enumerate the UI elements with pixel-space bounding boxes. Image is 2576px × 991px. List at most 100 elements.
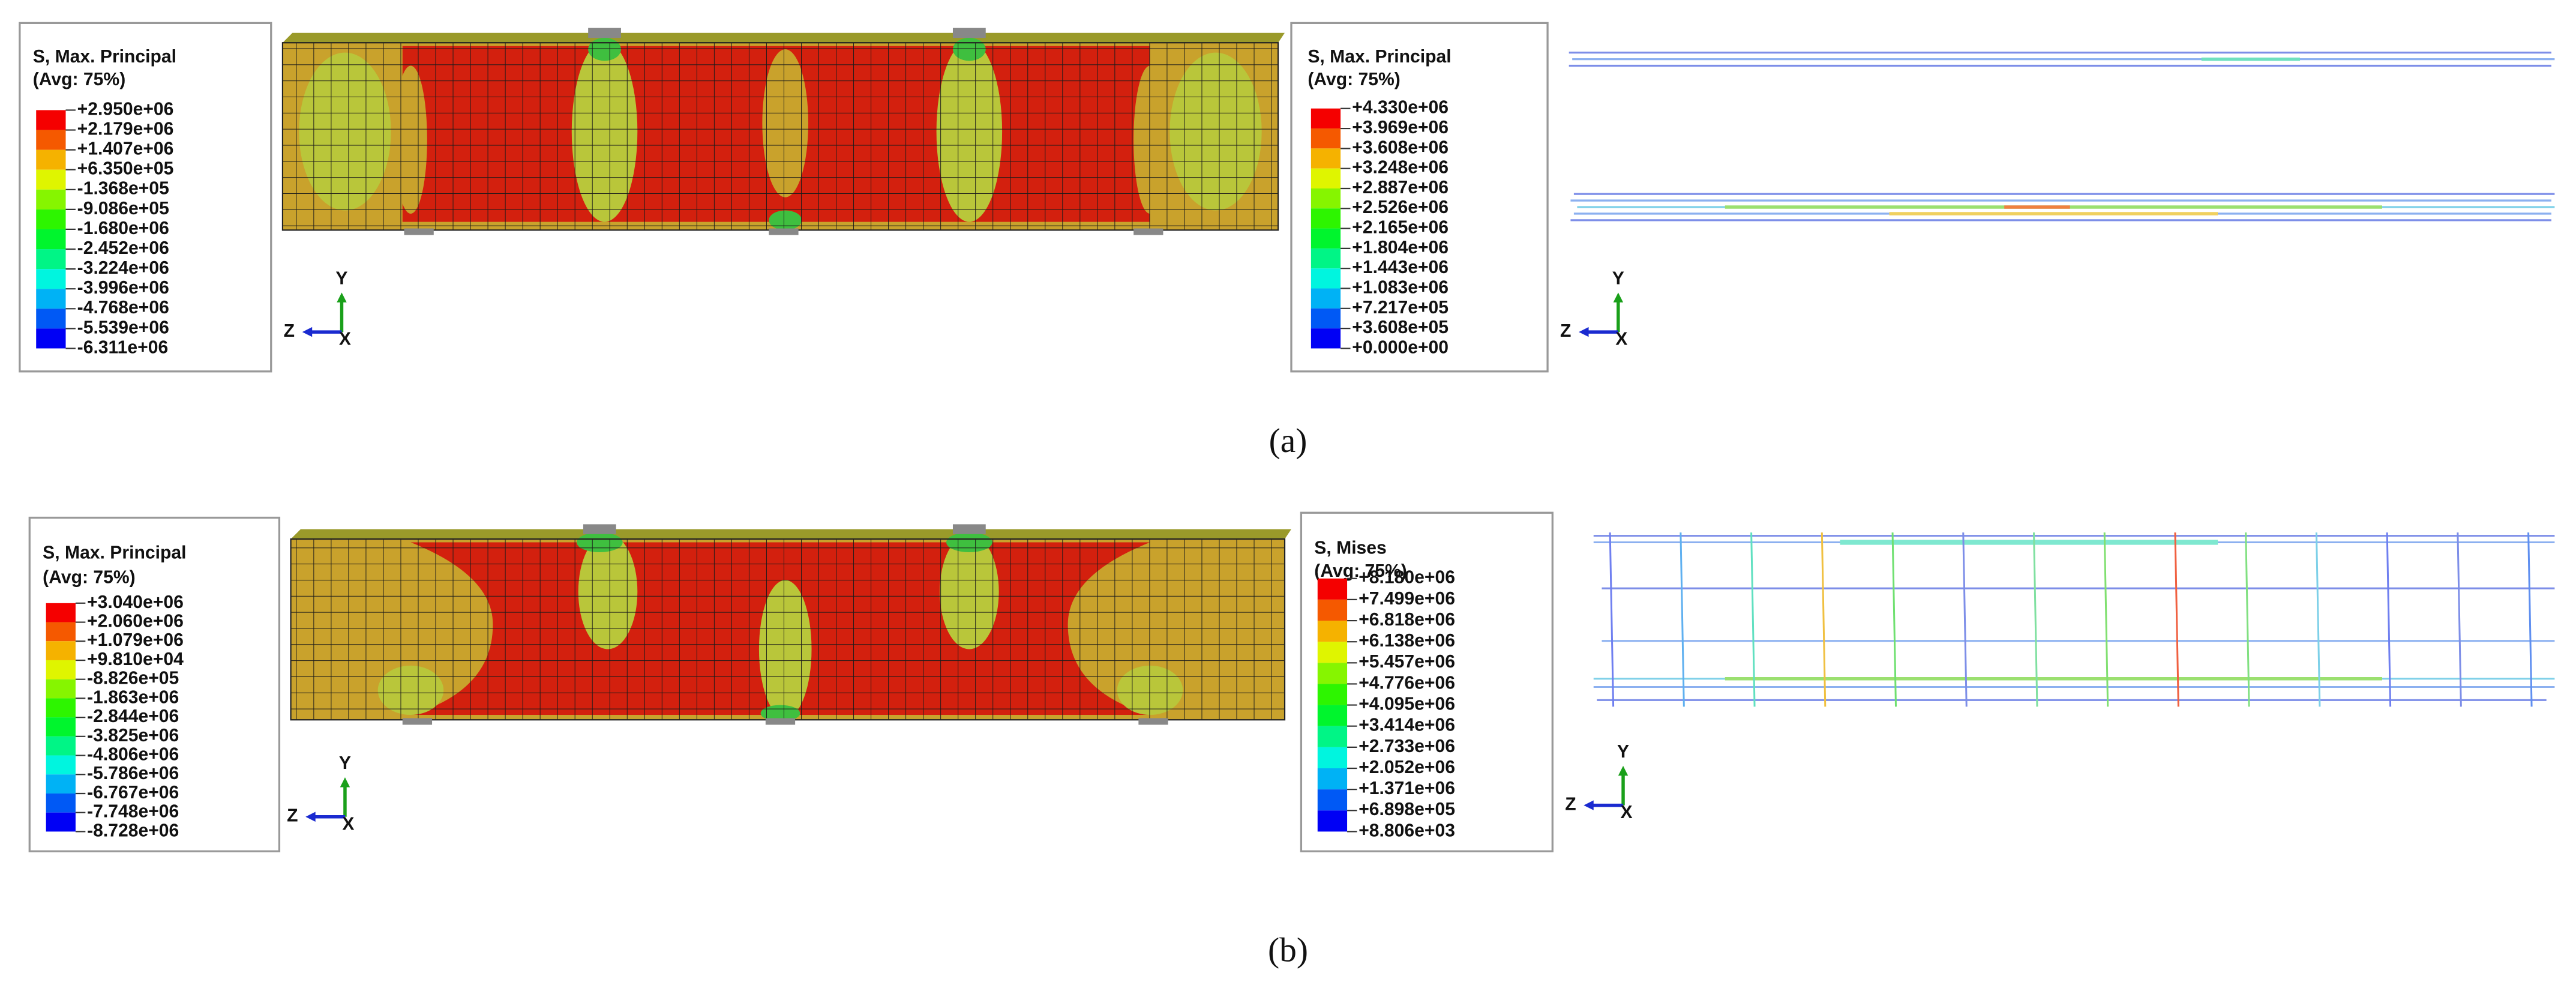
- legend-swatch: [1311, 188, 1341, 209]
- legend-swatch: [36, 169, 66, 190]
- legend-label: +1.371e+06: [1359, 779, 1455, 798]
- legend-label: +2.887e+06: [1352, 178, 1449, 197]
- legend-subtitle: (Avg: 75%): [33, 70, 125, 89]
- legend-swatch: [36, 309, 66, 329]
- legend-swatch: [1317, 810, 1348, 832]
- axis-y-head: [340, 777, 350, 788]
- beam-contour-a: [281, 28, 1285, 235]
- legend-label: +2.052e+06: [1359, 758, 1455, 777]
- legend-label: +9.810e+04: [87, 649, 184, 669]
- stirrup: [2032, 532, 2038, 707]
- legend-label: +1.804e+06: [1352, 238, 1449, 258]
- legend-swatch: [46, 774, 76, 794]
- legend-title: S, Max. Principal: [43, 543, 186, 563]
- legend-subtitle: (Avg: 75%): [43, 568, 135, 588]
- legend-title: S, Max. Principal: [33, 47, 176, 67]
- legend-swatch: [46, 679, 76, 699]
- beam-contour-b: [290, 524, 1291, 725]
- legend-label: +0.000e+00: [1352, 337, 1449, 357]
- legend-label: +3.969e+06: [1352, 118, 1449, 137]
- axis-z-label: Z: [287, 806, 298, 826]
- legend-swatch: [36, 110, 66, 130]
- stirrup: [2386, 532, 2392, 707]
- legend-label: +7.499e+06: [1359, 589, 1455, 609]
- legend-swatch: [1317, 663, 1348, 684]
- stirrup: [2103, 532, 2109, 707]
- stirrup: [1891, 532, 1897, 707]
- caption: (a): [1269, 422, 1308, 460]
- legend-swatch: [46, 603, 76, 622]
- legend-label: +4.330e+06: [1352, 98, 1449, 118]
- rebar-cage-b: [1593, 532, 2555, 707]
- axis-z-label: Z: [284, 321, 295, 341]
- legend-swatch: [36, 189, 66, 209]
- stirrup: [2315, 532, 2321, 707]
- legend-swatch: [1311, 208, 1341, 229]
- legend-swatch: [46, 812, 76, 832]
- legend-swatch: [46, 736, 76, 756]
- axis-y-head: [1618, 765, 1629, 776]
- legend-label: +1.083e+06: [1352, 277, 1449, 297]
- legend-swatch: [1317, 705, 1348, 726]
- legend-swatch: [36, 209, 66, 229]
- legend-label: -2.452e+06: [77, 238, 169, 258]
- legend-swatch: [46, 641, 76, 660]
- legend-swatch: [1311, 288, 1341, 309]
- legend-label: -9.086e+05: [77, 199, 169, 218]
- legend-swatch: [1317, 578, 1348, 600]
- legend-label: +1.443e+06: [1352, 258, 1449, 277]
- axis-x-label: X: [339, 330, 351, 349]
- legend-label: +3.040e+06: [87, 592, 184, 612]
- legend-label: +3.608e+06: [1352, 137, 1449, 157]
- axis-z-head: [302, 327, 313, 337]
- axis-y-label: Y: [339, 753, 351, 773]
- legend-label: -7.748e+06: [87, 802, 179, 822]
- legend-title: S, Max. Principal: [1308, 47, 1451, 67]
- legend-swatch: [1311, 328, 1341, 349]
- legend-label: +2.526e+06: [1352, 197, 1449, 217]
- legend-label: +2.179e+06: [77, 119, 174, 139]
- legend-label: -1.368e+05: [77, 179, 169, 199]
- legend-label: -4.768e+06: [77, 298, 169, 318]
- legend-label: -6.311e+06: [77, 337, 169, 357]
- legend-label: +8.806e+03: [1359, 821, 1455, 840]
- legend-label: -5.786e+06: [87, 764, 179, 783]
- legend-swatch: [1311, 108, 1341, 129]
- stirrup: [1680, 532, 1685, 707]
- stirrup: [2457, 532, 2462, 707]
- legend-label: +7.217e+05: [1352, 298, 1449, 318]
- legend-swatch: [1317, 642, 1348, 663]
- legend-subtitle: (Avg: 75%): [1314, 561, 1407, 581]
- legend-swatch: [1311, 128, 1341, 149]
- stirrup: [1609, 532, 1615, 707]
- legend-label: +6.350e+05: [77, 159, 174, 179]
- axis-y-label: Y: [335, 268, 347, 288]
- legend-swatch: [46, 698, 76, 718]
- legend-label: +2.950e+06: [77, 99, 174, 119]
- legend-swatch: [46, 717, 76, 736]
- legend-label: +3.248e+06: [1352, 158, 1449, 178]
- axis-x-label: X: [1620, 803, 1632, 822]
- legend-swatch: [1311, 168, 1341, 188]
- legend-swatch: [1311, 248, 1341, 269]
- legend-label: -3.224e+06: [77, 258, 169, 278]
- legend-label: +5.457e+06: [1359, 652, 1455, 672]
- axis-y-head: [1613, 292, 1624, 303]
- legend-label: +6.898e+05: [1359, 800, 1455, 819]
- axis-y-label: Y: [1612, 268, 1624, 288]
- legend-title: S, Mises: [1314, 538, 1387, 558]
- stirrup: [2174, 532, 2179, 707]
- legend-swatch: [46, 755, 76, 775]
- legend-label: -4.806e+06: [87, 744, 179, 764]
- stirrup: [1821, 532, 1827, 707]
- legend-swatch: [36, 249, 66, 270]
- legend-label: -6.767e+06: [87, 783, 179, 803]
- caption: (b): [1268, 932, 1308, 969]
- legend-label: -5.539e+06: [77, 318, 169, 337]
- stirrup: [2245, 532, 2250, 707]
- axis-x-label: X: [342, 814, 354, 834]
- legend-label: -1.863e+06: [87, 687, 179, 707]
- legend-label: +1.079e+06: [87, 630, 184, 650]
- legend-swatch: [1317, 684, 1348, 705]
